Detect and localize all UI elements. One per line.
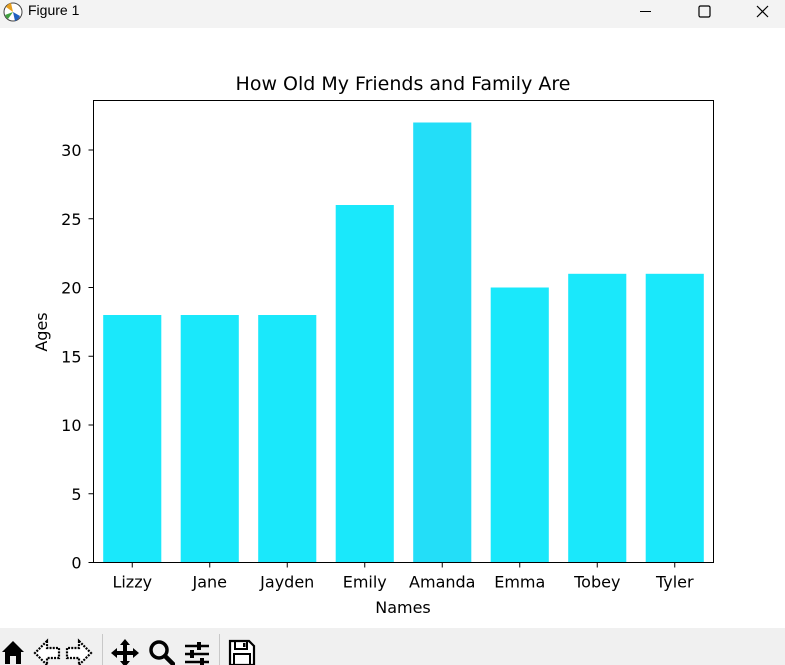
y-axis-ticks: 0 5 10 15 20 25 30	[61, 141, 94, 573]
y-tick-label: 30	[61, 141, 81, 160]
toolbar-separator	[102, 634, 103, 665]
minimize-button[interactable]	[623, 0, 669, 22]
x-tick-label: Emily	[343, 573, 387, 592]
bar-lizzy	[103, 315, 162, 563]
bar-amanda	[413, 122, 472, 563]
forward-icon[interactable]	[65, 636, 93, 665]
figure-canvas: How Old My Friends and Family Are 0 5 10 15…	[0, 28, 785, 628]
y-tick-label: 20	[61, 279, 81, 298]
x-axis-label: Names	[375, 598, 431, 617]
x-axis-ticks: Lizzy Jane Jayden Emily Amanda Emma Tobey Tyler	[112, 562, 694, 592]
back-icon[interactable]	[33, 636, 61, 665]
maximize-icon	[697, 4, 711, 18]
y-tick-label: 10	[61, 416, 81, 435]
x-tick-label: Tobey	[573, 573, 620, 592]
bar-tyler	[645, 273, 704, 563]
bar-jayden	[258, 315, 317, 563]
y-tick-label: 0	[71, 554, 81, 573]
maximize-button[interactable]	[681, 0, 727, 22]
configure-subplots-icon[interactable]	[183, 636, 211, 665]
x-tick-label: Jane	[191, 573, 227, 592]
app-icon	[3, 2, 23, 22]
close-button[interactable]	[739, 0, 785, 22]
y-axis-label: Ages	[32, 312, 51, 351]
x-tick-label: Emma	[494, 573, 545, 592]
y-tick-label: 5	[71, 485, 81, 504]
chart-title: How Old My Friends and Family Are	[236, 73, 571, 95]
x-tick-label: Amanda	[409, 573, 475, 592]
bar-emma	[490, 287, 549, 563]
bar-chart: How Old My Friends and Family Are 0 5 10 15…	[32, 73, 714, 617]
toolbar-separator	[219, 634, 220, 665]
navigation-toolbar	[0, 628, 785, 665]
window-title: Figure 1	[28, 2, 80, 18]
y-tick-label: 25	[61, 210, 81, 229]
bar-tobey	[568, 273, 627, 563]
zoom-icon[interactable]	[147, 636, 175, 665]
save-icon[interactable]	[228, 636, 256, 665]
x-tick-label: Tyler	[655, 573, 694, 592]
minimize-icon	[640, 11, 651, 12]
y-tick-label: 15	[61, 347, 81, 366]
x-tick-label: Jayden	[259, 573, 314, 592]
plot-frame	[93, 100, 714, 563]
bar-jane	[180, 315, 239, 563]
pan-icon[interactable]	[111, 636, 139, 665]
close-icon	[756, 5, 768, 17]
x-tick-label: Lizzy	[112, 573, 152, 592]
home-icon[interactable]	[0, 636, 28, 665]
title-bar: Figure 1	[0, 0, 785, 28]
bars-group	[103, 122, 704, 563]
bar-emily	[335, 205, 394, 563]
